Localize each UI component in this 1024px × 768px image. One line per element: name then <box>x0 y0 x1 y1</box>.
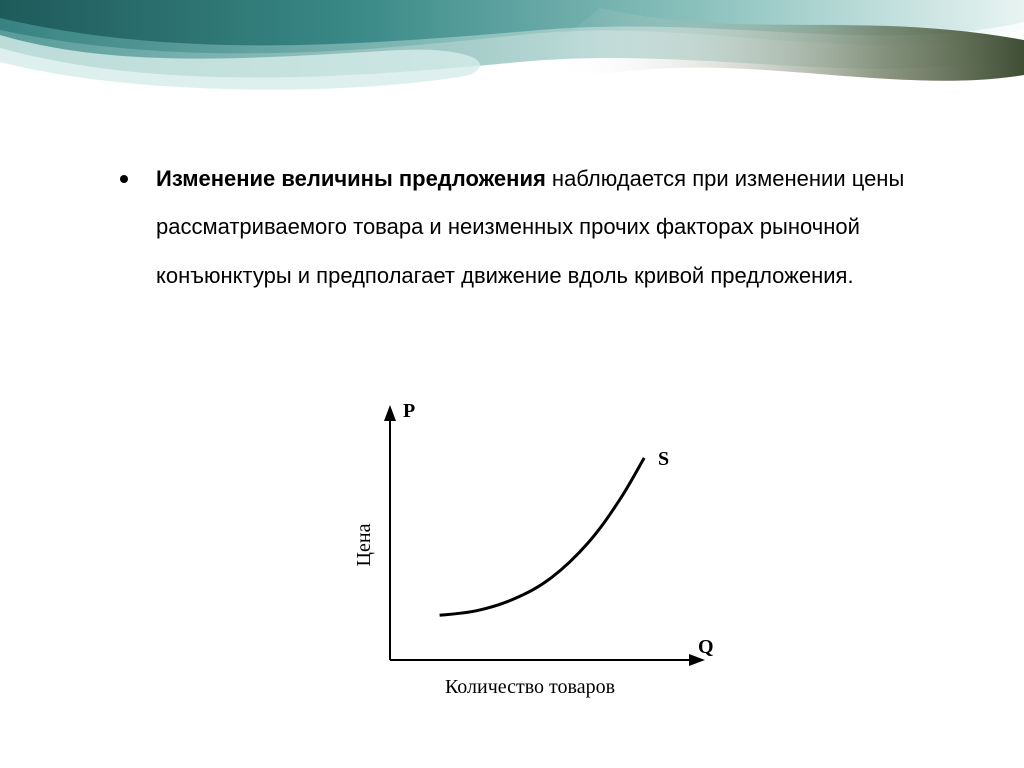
bullet-dot-icon <box>120 175 128 183</box>
x-axis-label: Количество товаров <box>445 676 615 698</box>
header-wave <box>0 0 1024 120</box>
y-top-label: P <box>403 400 415 422</box>
slide: Изменение величины предложения наблюдает… <box>0 0 1024 768</box>
curve-label: S <box>658 448 669 470</box>
x-right-label: Q <box>698 636 714 658</box>
bullet-bold: Изменение величины предложения <box>156 166 546 191</box>
y-axis-label: Цена <box>353 523 375 566</box>
bullet-text: Изменение величины предложения наблюдает… <box>156 155 940 300</box>
bullet-item: Изменение величины предложения наблюдает… <box>120 155 940 300</box>
supply-curve <box>440 458 645 615</box>
supply-curve-chart: P Q Цена Количество товаров S <box>300 395 730 725</box>
y-axis-arrow-icon <box>384 405 396 421</box>
body-text: Изменение величины предложения наблюдает… <box>120 155 940 300</box>
